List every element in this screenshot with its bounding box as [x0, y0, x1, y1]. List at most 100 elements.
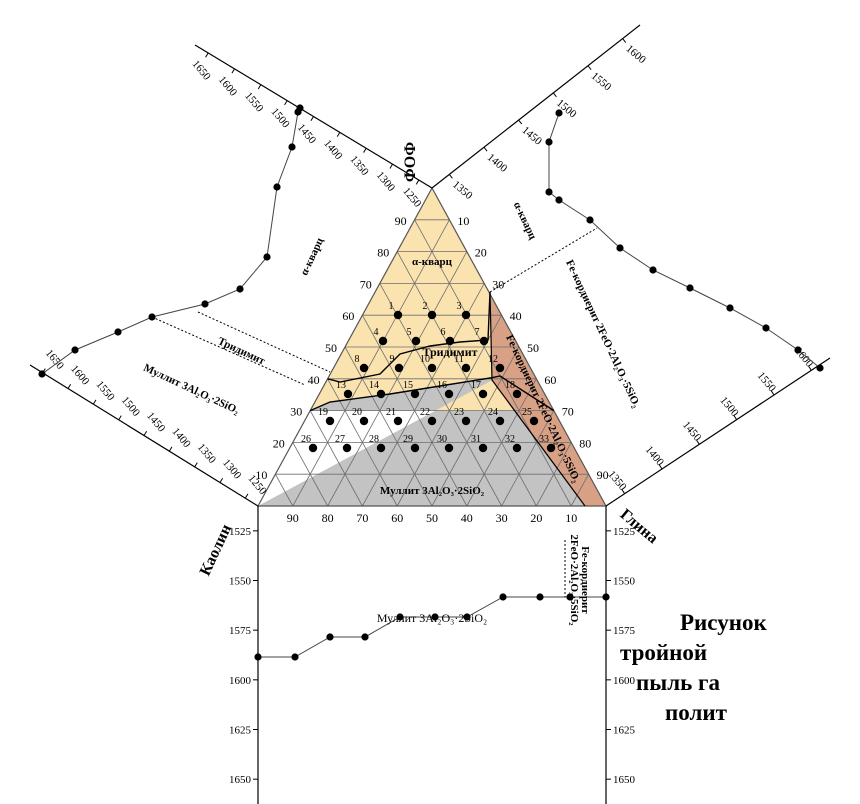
right-edge-tick: 60 — [544, 373, 556, 387]
cordierite-right-label: Fe-кордиерит 2FeO·2Al₂O₃·5SiO₂ — [563, 258, 642, 410]
composition-point-number: 33 — [539, 434, 549, 445]
upper-left-axis-tick-label: 1550 — [242, 90, 266, 115]
left-edge-tick: 50 — [325, 341, 337, 355]
composition-point-number: 5 — [407, 327, 412, 338]
bottom-edge-tick: 20 — [530, 511, 542, 525]
grid-line-diagonal-b — [396, 251, 537, 507]
left-axis-tick-label: 1650 — [43, 347, 67, 372]
liquidus-point — [649, 266, 657, 274]
composition-point — [512, 443, 522, 453]
left-axis-tick-label: 1600 — [68, 363, 92, 388]
bottom-right-axis-tick-label: 1525 — [613, 526, 636, 538]
composition-point — [461, 310, 471, 320]
apex-label: ФОФ — [402, 142, 419, 183]
left-edge-tick: 80 — [377, 246, 389, 260]
liquidus-point — [296, 104, 304, 112]
composition-point — [444, 443, 454, 453]
bottom-edge-tick: 30 — [496, 511, 508, 525]
left-edge-tick: 90 — [395, 214, 407, 228]
upper-left-axis-tick — [336, 132, 341, 137]
liquidus-point — [602, 593, 610, 601]
bottom-edge-tick: 40 — [461, 511, 473, 525]
upper-left-axis-tick — [415, 179, 420, 185]
grid-line-diagonal-b — [379, 283, 502, 507]
grid-line-diagonal-b — [309, 410, 363, 507]
liquidus-point — [762, 324, 770, 332]
right-axis-tick — [658, 464, 663, 470]
left-edge-tick: 40 — [308, 373, 320, 387]
bottom-edge-tick: 50 — [426, 511, 438, 525]
right-edge-tick: 90 — [597, 468, 609, 482]
left-axis-tick — [67, 383, 72, 389]
composition-point — [376, 389, 386, 399]
liquidus-point — [71, 346, 79, 354]
figure-caption: Рисунок тройной пыль га полит — [620, 608, 860, 728]
right-axis-tick-label: 1500 — [717, 394, 741, 419]
upper-left-axis-tick-label: 1450 — [295, 122, 319, 147]
right-axis-line — [605, 357, 831, 507]
composition-point-number: 14 — [369, 380, 379, 391]
liquidus-point — [291, 653, 299, 661]
liquidus-point — [555, 196, 563, 204]
liquidus-point — [463, 613, 471, 621]
liquidus-point — [794, 346, 802, 354]
composition-point — [378, 336, 388, 346]
right-axis-tick — [808, 365, 812, 371]
liquidus-point — [586, 216, 594, 224]
upper-left-axis-tick-label: 1350 — [347, 153, 371, 178]
cordierite-boundary — [489, 291, 586, 507]
composition-point-number: 20 — [352, 407, 362, 418]
composition-point — [444, 389, 454, 399]
triangle-outline — [256, 186, 608, 507]
composition-point — [445, 336, 455, 346]
composition-point — [427, 310, 437, 320]
liquidus-point — [263, 253, 271, 261]
composition-point-number: 16 — [437, 380, 447, 391]
upper-left-axis-tick-label: 1250 — [400, 185, 424, 210]
liquidus-point — [361, 633, 369, 641]
left-edge-tick: 10 — [255, 468, 267, 482]
upper-right-axis-tick-label: 1400 — [485, 151, 510, 175]
composition-point — [461, 416, 471, 426]
mullite-boundary — [309, 375, 555, 412]
left-axis-tick-label: 1400 — [169, 426, 193, 451]
liquidus-point — [273, 183, 281, 191]
composition-point — [478, 443, 488, 453]
composition-point — [478, 389, 488, 399]
composition-point-number: 1 — [389, 301, 394, 312]
left-axis-tick — [118, 415, 122, 421]
grid-line-diagonal-a — [292, 219, 450, 507]
upper-right-axis-tick-label: 1550 — [589, 70, 614, 94]
composition-point-number: 12 — [488, 354, 498, 365]
bottom-left-axis-tick-label: 1625 — [229, 725, 252, 737]
left-axis-tick — [219, 477, 224, 483]
composition-point-number: 19 — [318, 407, 328, 418]
composition-point — [325, 416, 335, 426]
liquidus-point — [566, 593, 574, 601]
right-axis-tick — [621, 489, 626, 494]
composition-point — [359, 416, 369, 426]
composition-point-number: 9 — [390, 354, 395, 365]
right-axis-tick — [733, 415, 738, 420]
caption-line-2: тройной — [620, 640, 708, 665]
composition-point-number: 2 — [423, 301, 428, 312]
composition-point-number: 21 — [386, 407, 396, 418]
composition-point — [461, 363, 471, 373]
bottom-left-axis-tick-label: 1550 — [229, 576, 252, 588]
composition-point-number: 7 — [475, 327, 480, 338]
left-axis-tick-label: 1550 — [93, 379, 117, 404]
composition-point — [410, 389, 420, 399]
bottom-left-axis-tick-label: 1650 — [229, 774, 252, 786]
quartz-field-label: α-кварц — [412, 256, 453, 268]
left-axis-tick-label: 1500 — [119, 394, 143, 419]
composition-point — [393, 416, 403, 426]
upper-right-axis-tick — [483, 146, 488, 152]
upper-left-axis-tick — [389, 163, 393, 169]
bottom-right-axis-tick-label: 1550 — [613, 576, 636, 588]
composition-point-number: 22 — [420, 407, 430, 418]
right-axis-tick-label: 1400 — [643, 444, 667, 469]
composition-point-number: 31 — [471, 434, 481, 445]
right-edge-tick: 80 — [579, 436, 591, 450]
